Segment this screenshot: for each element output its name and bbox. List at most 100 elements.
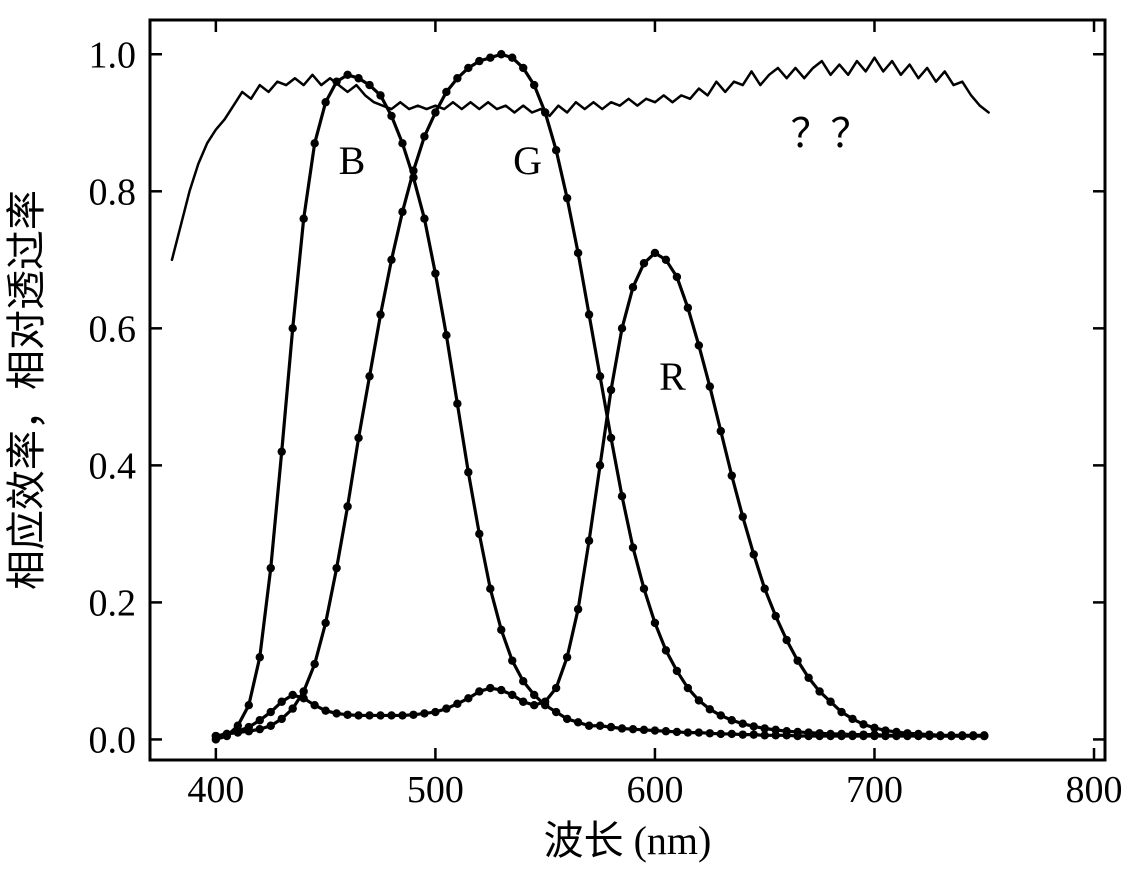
marker-green [289, 704, 297, 712]
y-axis-label: 相应效率，相对透过率 [4, 190, 49, 590]
annotation-R: R [659, 354, 686, 399]
marker-blue [453, 400, 461, 408]
marker-red [585, 537, 593, 545]
marker-blue [629, 725, 637, 733]
marker-red [684, 304, 692, 312]
marker-green [848, 730, 856, 738]
y-tick-label: 1.0 [89, 34, 137, 76]
marker-blue [684, 728, 692, 736]
marker-green [574, 249, 582, 257]
x-tick-label: 600 [626, 769, 683, 811]
marker-green [267, 722, 275, 730]
x-tick-label: 800 [1066, 769, 1123, 811]
marker-red [552, 684, 560, 692]
marker-blue [343, 71, 351, 79]
marker-red [223, 730, 231, 738]
marker-green [376, 310, 384, 318]
y-tick-label: 0.4 [89, 445, 137, 487]
marker-red [321, 706, 329, 714]
marker-green [662, 646, 670, 654]
marker-red [925, 730, 933, 738]
marker-red [750, 550, 758, 558]
marker-green [453, 74, 461, 82]
marker-green [640, 585, 648, 593]
marker-red [398, 711, 406, 719]
marker-green [629, 543, 637, 551]
marker-blue [607, 723, 615, 731]
marker-green [409, 167, 417, 175]
marker-blue [530, 691, 538, 699]
marker-red [914, 730, 922, 738]
marker-red [881, 726, 889, 734]
marker-green [793, 728, 801, 736]
marker-green [651, 619, 659, 627]
marker-green [530, 81, 538, 89]
marker-blue [278, 447, 286, 455]
marker-blue [497, 626, 505, 634]
marker-green [618, 492, 626, 500]
chart-container: 4005006007008000.00.20.40.60.81.0波长 (nm)… [0, 0, 1142, 870]
marker-red [969, 731, 977, 739]
marker-blue [585, 722, 593, 730]
marker-blue [618, 724, 626, 732]
y-tick-label: 0.6 [89, 308, 137, 350]
marker-red [728, 471, 736, 479]
annotation-G: G [513, 138, 542, 183]
marker-green [497, 50, 505, 58]
marker-green [826, 730, 834, 738]
marker-red [892, 728, 900, 736]
marker-blue [552, 708, 560, 716]
marker-red [673, 273, 681, 281]
x-tick-label: 400 [187, 769, 244, 811]
marker-red [739, 513, 747, 521]
marker-blue [332, 77, 340, 85]
marker-green [728, 716, 736, 724]
marker-red [245, 723, 253, 731]
marker-red [453, 700, 461, 708]
marker-green [739, 719, 747, 727]
marker-red [431, 708, 439, 716]
x-axis-label: 波长 (nm) [544, 818, 712, 863]
marker-green [552, 146, 560, 154]
marker-blue [651, 726, 659, 734]
chart-svg: 4005006007008000.00.20.40.60.81.0波长 (nm)… [0, 0, 1142, 870]
marker-red [793, 656, 801, 664]
marker-red [256, 716, 264, 724]
marker-green [256, 725, 264, 733]
marker-red [980, 731, 988, 739]
marker-red [706, 382, 714, 390]
marker-red [958, 731, 966, 739]
marker-green [321, 619, 329, 627]
marker-blue [695, 728, 703, 736]
marker-red [343, 711, 351, 719]
marker-green [420, 132, 428, 140]
marker-red [826, 698, 834, 706]
marker-green [442, 88, 450, 96]
marker-red [574, 605, 582, 613]
marker-blue [739, 730, 747, 738]
marker-red [278, 698, 286, 706]
marker-green [343, 502, 351, 510]
marker-blue [420, 215, 428, 223]
marker-red [782, 636, 790, 644]
marker-green [695, 696, 703, 704]
marker-red [541, 698, 549, 706]
marker-green [837, 730, 845, 738]
marker-blue [706, 729, 714, 737]
marker-green [815, 729, 823, 737]
marker-blue [574, 718, 582, 726]
marker-red [497, 686, 505, 694]
marker-green [464, 64, 472, 72]
marker-green [398, 208, 406, 216]
marker-blue [376, 91, 384, 99]
marker-blue [673, 728, 681, 736]
marker-red [815, 687, 823, 695]
marker-green [310, 660, 318, 668]
marker-green [706, 705, 714, 713]
marker-blue [486, 585, 494, 593]
marker-green [750, 722, 758, 730]
marker-red [234, 727, 242, 735]
marker-blue [750, 730, 758, 738]
marker-red [365, 711, 373, 719]
marker-green [541, 108, 549, 116]
